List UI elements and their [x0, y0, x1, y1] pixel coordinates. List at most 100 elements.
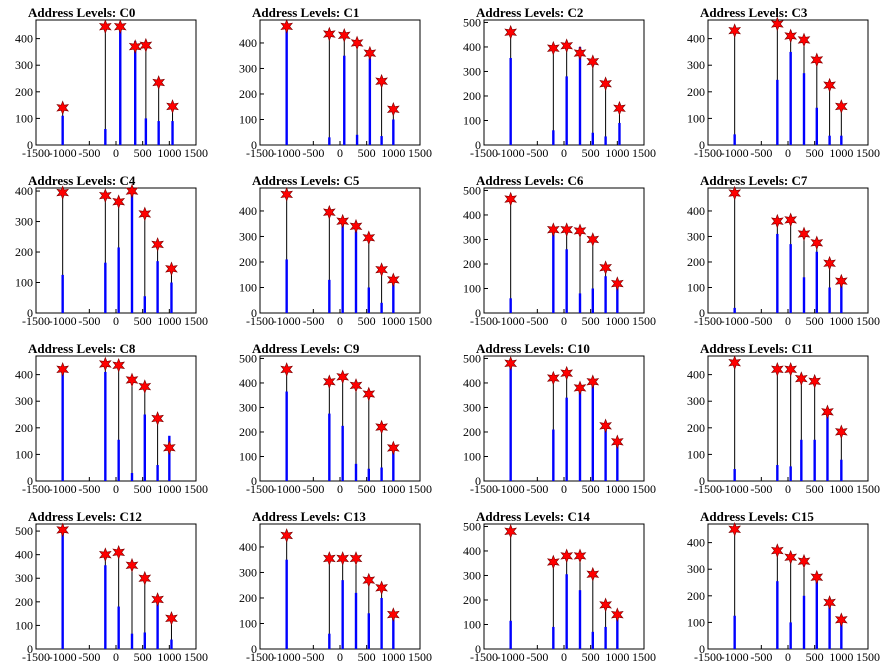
histogram-bar — [343, 55, 346, 145]
histogram-bar — [733, 307, 736, 313]
x-tick-label: 1500 — [856, 650, 880, 664]
x-tick-label: 500 — [358, 314, 376, 328]
y-tick-label: 100 — [239, 616, 257, 630]
peak-marker-star — [573, 45, 587, 61]
histogram-bar — [61, 369, 64, 481]
peak-marker-star — [504, 191, 518, 207]
peak-marker-star — [56, 185, 70, 200]
y-tick-label: 100 — [463, 449, 481, 463]
x-tick-label: 500 — [134, 146, 152, 160]
x-tick-label: 0 — [561, 146, 567, 160]
y-tick-label: 400 — [15, 32, 33, 46]
plot-area: -1500-1000 -500 0 500 1000 1500 0 100 200 300 400 5… — [239, 351, 432, 496]
y-tick-label: 0 — [699, 306, 705, 320]
chart-panel: Address Levels: C13 -1500 -1000 -500 0 500 100… — [224, 504, 448, 672]
y-tick-label: 300 — [15, 571, 33, 585]
peak-marker-star — [375, 73, 388, 89]
y-tick-label: 200 — [463, 257, 481, 271]
y-tick-label: 100 — [15, 447, 33, 461]
peak-marker-star — [770, 543, 784, 558]
x-tick-label: 1000 — [605, 650, 629, 664]
chart-title: Address Levels: C0 — [28, 5, 136, 20]
histogram-bar — [104, 129, 107, 145]
y-tick-label: 0 — [251, 306, 257, 320]
histogram-bar — [604, 136, 607, 145]
y-tick-label: 100 — [15, 111, 33, 125]
x-tick-label: 500 — [582, 314, 600, 328]
peak-marker-star — [386, 101, 400, 117]
y-tick-label: 500 — [463, 519, 481, 533]
x-tick-label: -1000 — [497, 146, 525, 160]
y-tick-label: 400 — [239, 204, 257, 218]
peak-marker-star — [337, 27, 351, 43]
x-tick-label: 0 — [113, 482, 119, 496]
y-tick-label: 0 — [251, 474, 257, 488]
x-tick-label: 500 — [134, 482, 152, 496]
x-tick-label: -1000 — [49, 314, 77, 328]
y-tick-label: 200 — [15, 421, 33, 435]
x-tick-label: 1000 — [381, 482, 405, 496]
peak-marker-star — [98, 547, 112, 562]
x-tick-label: -500 — [526, 482, 548, 496]
peak-marker-star — [560, 38, 574, 54]
y-tick-label: 100 — [463, 617, 481, 631]
peak-marker-star — [112, 194, 126, 210]
peak-marker-star — [386, 440, 400, 456]
peak-marker-star — [810, 569, 824, 585]
histogram-bar — [591, 631, 594, 649]
peak-marker-star — [599, 597, 612, 613]
peak-marker-star — [56, 100, 70, 116]
peak-marker-star — [586, 54, 600, 70]
peak-marker-star — [125, 183, 139, 199]
peak-marker-star — [56, 361, 70, 377]
y-tick-label: 100 — [687, 111, 705, 125]
x-tick-label: 0 — [337, 146, 343, 160]
histogram-bar — [565, 249, 568, 313]
histogram-bar — [157, 121, 160, 145]
histogram-bar — [826, 411, 829, 481]
x-tick-label: 1000 — [157, 314, 181, 328]
peak-marker-star — [586, 232, 600, 247]
chart-title: Address Levels: C14 — [476, 509, 590, 524]
histogram-bar — [509, 298, 512, 313]
y-tick-label: 300 — [239, 229, 257, 243]
peak-marker-star — [586, 374, 600, 390]
x-tick-label: 1000 — [605, 146, 629, 160]
chart-title: Address Levels: C8 — [28, 341, 136, 356]
y-tick-label: 400 — [463, 208, 481, 222]
x-tick-label: 500 — [358, 482, 376, 496]
chart-title: Address Levels: C4 — [28, 173, 136, 188]
chart-title: Address Levels: C9 — [252, 341, 360, 356]
histogram-bar — [815, 579, 818, 649]
peak-marker-star — [560, 365, 574, 381]
x-tick-label: -1000 — [721, 482, 749, 496]
histogram-bar — [733, 469, 736, 481]
peak-marker-star — [546, 40, 560, 56]
x-tick-label: 0 — [785, 650, 791, 664]
histogram-bar — [380, 302, 383, 313]
plot-area: -1500-1000 -500 0 500 1000 1500 0 100 200 300 400 — [15, 183, 208, 328]
axes-frame — [707, 355, 869, 482]
y-tick-label: 200 — [463, 89, 481, 103]
x-tick-label: -500 — [750, 650, 772, 664]
x-tick-label: -500 — [750, 482, 772, 496]
y-tick-label: 100 — [687, 280, 705, 294]
y-tick-label: 400 — [687, 204, 705, 218]
peak-marker-star — [138, 206, 152, 222]
peak-marker-star — [834, 612, 848, 628]
peak-marker-star — [613, 100, 626, 116]
histogram-bar — [776, 79, 779, 145]
peak-marker-star — [823, 255, 836, 271]
plot-area: -1500-1000 -500 0 500 1000 1500 0 100 200 300 400 5… — [463, 183, 656, 328]
x-tick-label: -500 — [526, 314, 548, 328]
plot-area: -1500-1000 -500 0 500 1000 1500 0 100 200 300 400 — [15, 19, 208, 160]
chart-panel: Address Levels: C12 -1500 -1000 -500 0 500 100… — [0, 504, 224, 672]
histogram-bar — [616, 441, 619, 481]
x-tick-label: -1500 — [246, 650, 274, 664]
y-tick-label: 100 — [239, 112, 257, 126]
chart-title: Address Levels: C11 — [700, 341, 814, 356]
peak-marker-star — [98, 356, 112, 372]
peak-marker-star — [504, 24, 518, 40]
x-tick-label: -500 — [526, 146, 548, 160]
plot-area: -1500-1000 -500 0 500 1000 1500 0 100 200 300 400 — [687, 185, 880, 328]
